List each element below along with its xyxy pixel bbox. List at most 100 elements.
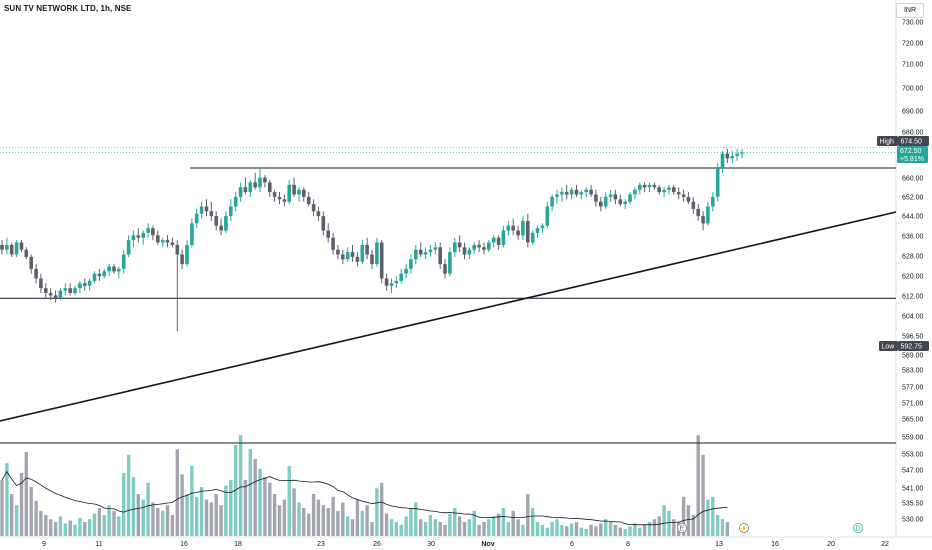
volume-bar (0, 480, 4, 536)
candle (545, 201, 550, 229)
candle (170, 237, 175, 248)
low-label-tag-text: Low (882, 344, 896, 351)
candle-body (156, 235, 160, 243)
volume-bar (355, 499, 360, 536)
candle-body (258, 177, 262, 188)
candle-body (472, 244, 476, 250)
candle-body (121, 254, 126, 269)
candle (156, 230, 160, 245)
candle-body (204, 206, 209, 212)
volume-bar (141, 499, 145, 536)
volume-bar (268, 482, 272, 536)
volume-bar (39, 510, 43, 536)
volume-bar (720, 519, 725, 536)
candle (457, 235, 462, 253)
candle-body (5, 244, 9, 250)
candle (477, 240, 481, 253)
price-tick-label: 604.00 (902, 314, 924, 321)
candle-body (574, 189, 579, 195)
high-label-tag-bg (877, 136, 898, 146)
candle (564, 184, 569, 200)
candle-body (78, 283, 82, 289)
volume-bar (248, 449, 252, 536)
split-event-icon[interactable]: ⚡ (739, 523, 750, 534)
candle-body (487, 242, 491, 250)
price-tick-label: 612.00 (902, 294, 924, 301)
volume-bar (667, 510, 671, 536)
volume-bar (10, 494, 14, 536)
volume-bar (550, 522, 554, 536)
candle (321, 211, 326, 236)
candle (715, 163, 720, 202)
volume-bar (87, 519, 92, 536)
candle-body (170, 242, 175, 245)
candle (112, 264, 116, 274)
volume-bar (302, 508, 306, 536)
time-axis[interactable]: 9 11 16 18 23 26 30 Nov 6 8 13 16 20 22 (42, 541, 889, 548)
candle (350, 244, 355, 262)
event-markers[interactable]: E ⚡ D (677, 523, 864, 534)
candle-body (701, 216, 705, 224)
volume-bar (146, 482, 150, 536)
volume-bar (647, 522, 652, 536)
candle (389, 278, 394, 293)
candle-body (370, 254, 374, 265)
high-value-tag: 674.50 (898, 136, 929, 146)
candle-body (409, 259, 413, 269)
candle-body (491, 237, 496, 243)
candle-body (92, 273, 97, 281)
symbol-title[interactable]: SUN TV NETWORK LTD, 1h, NSE (4, 4, 132, 13)
candle (190, 218, 194, 248)
price-axis[interactable]: 730.00720.00710.00700.00690.00680.00668.… (902, 20, 924, 524)
candle (560, 187, 564, 202)
dividend-event-icon[interactable]: D (853, 523, 864, 534)
candle (209, 201, 214, 221)
currency-button[interactable]: INR (896, 3, 924, 18)
volume-bar (331, 496, 335, 536)
volume-bar (316, 499, 321, 536)
candle (34, 264, 38, 284)
volume-bar (321, 505, 325, 536)
candle (501, 225, 506, 248)
trend-line[interactable] (0, 211, 897, 422)
candle (521, 216, 525, 241)
volume-bar (263, 477, 267, 536)
candle-body (277, 196, 282, 200)
candle (204, 199, 209, 217)
volume-bar (438, 522, 442, 536)
candle (701, 211, 705, 231)
volume-bar (350, 519, 355, 536)
candle (662, 187, 666, 197)
volume-bars (0, 435, 730, 536)
candle (39, 273, 43, 293)
volume-bar (555, 519, 559, 536)
candle (243, 177, 248, 195)
drawing-lines[interactable] (0, 147, 897, 444)
candle-body (146, 228, 150, 233)
candle (418, 242, 423, 257)
candle (618, 194, 623, 207)
price-tick-label: 553.00 (902, 452, 924, 459)
candle (229, 199, 233, 221)
volume-bar (608, 522, 613, 536)
candle-body (740, 152, 744, 154)
candle-body (238, 187, 243, 197)
candle-body (516, 230, 520, 236)
price-tick-label: 628.00 (902, 254, 924, 261)
earnings-event-icon[interactable]: E (677, 523, 688, 534)
volume-bar (584, 529, 588, 536)
volume-bar (375, 488, 379, 536)
candle-body (672, 187, 676, 193)
candle (428, 244, 433, 257)
candle (482, 242, 486, 255)
candle (73, 285, 77, 296)
price-tick-label: 644.00 (902, 214, 924, 221)
candle-body (331, 237, 335, 250)
candle (642, 182, 647, 193)
candle-body (555, 194, 559, 197)
volume-bar (623, 529, 627, 536)
time-tick-label: 8 (626, 541, 630, 548)
volume-bar (701, 454, 705, 536)
volume-bar (477, 524, 481, 536)
